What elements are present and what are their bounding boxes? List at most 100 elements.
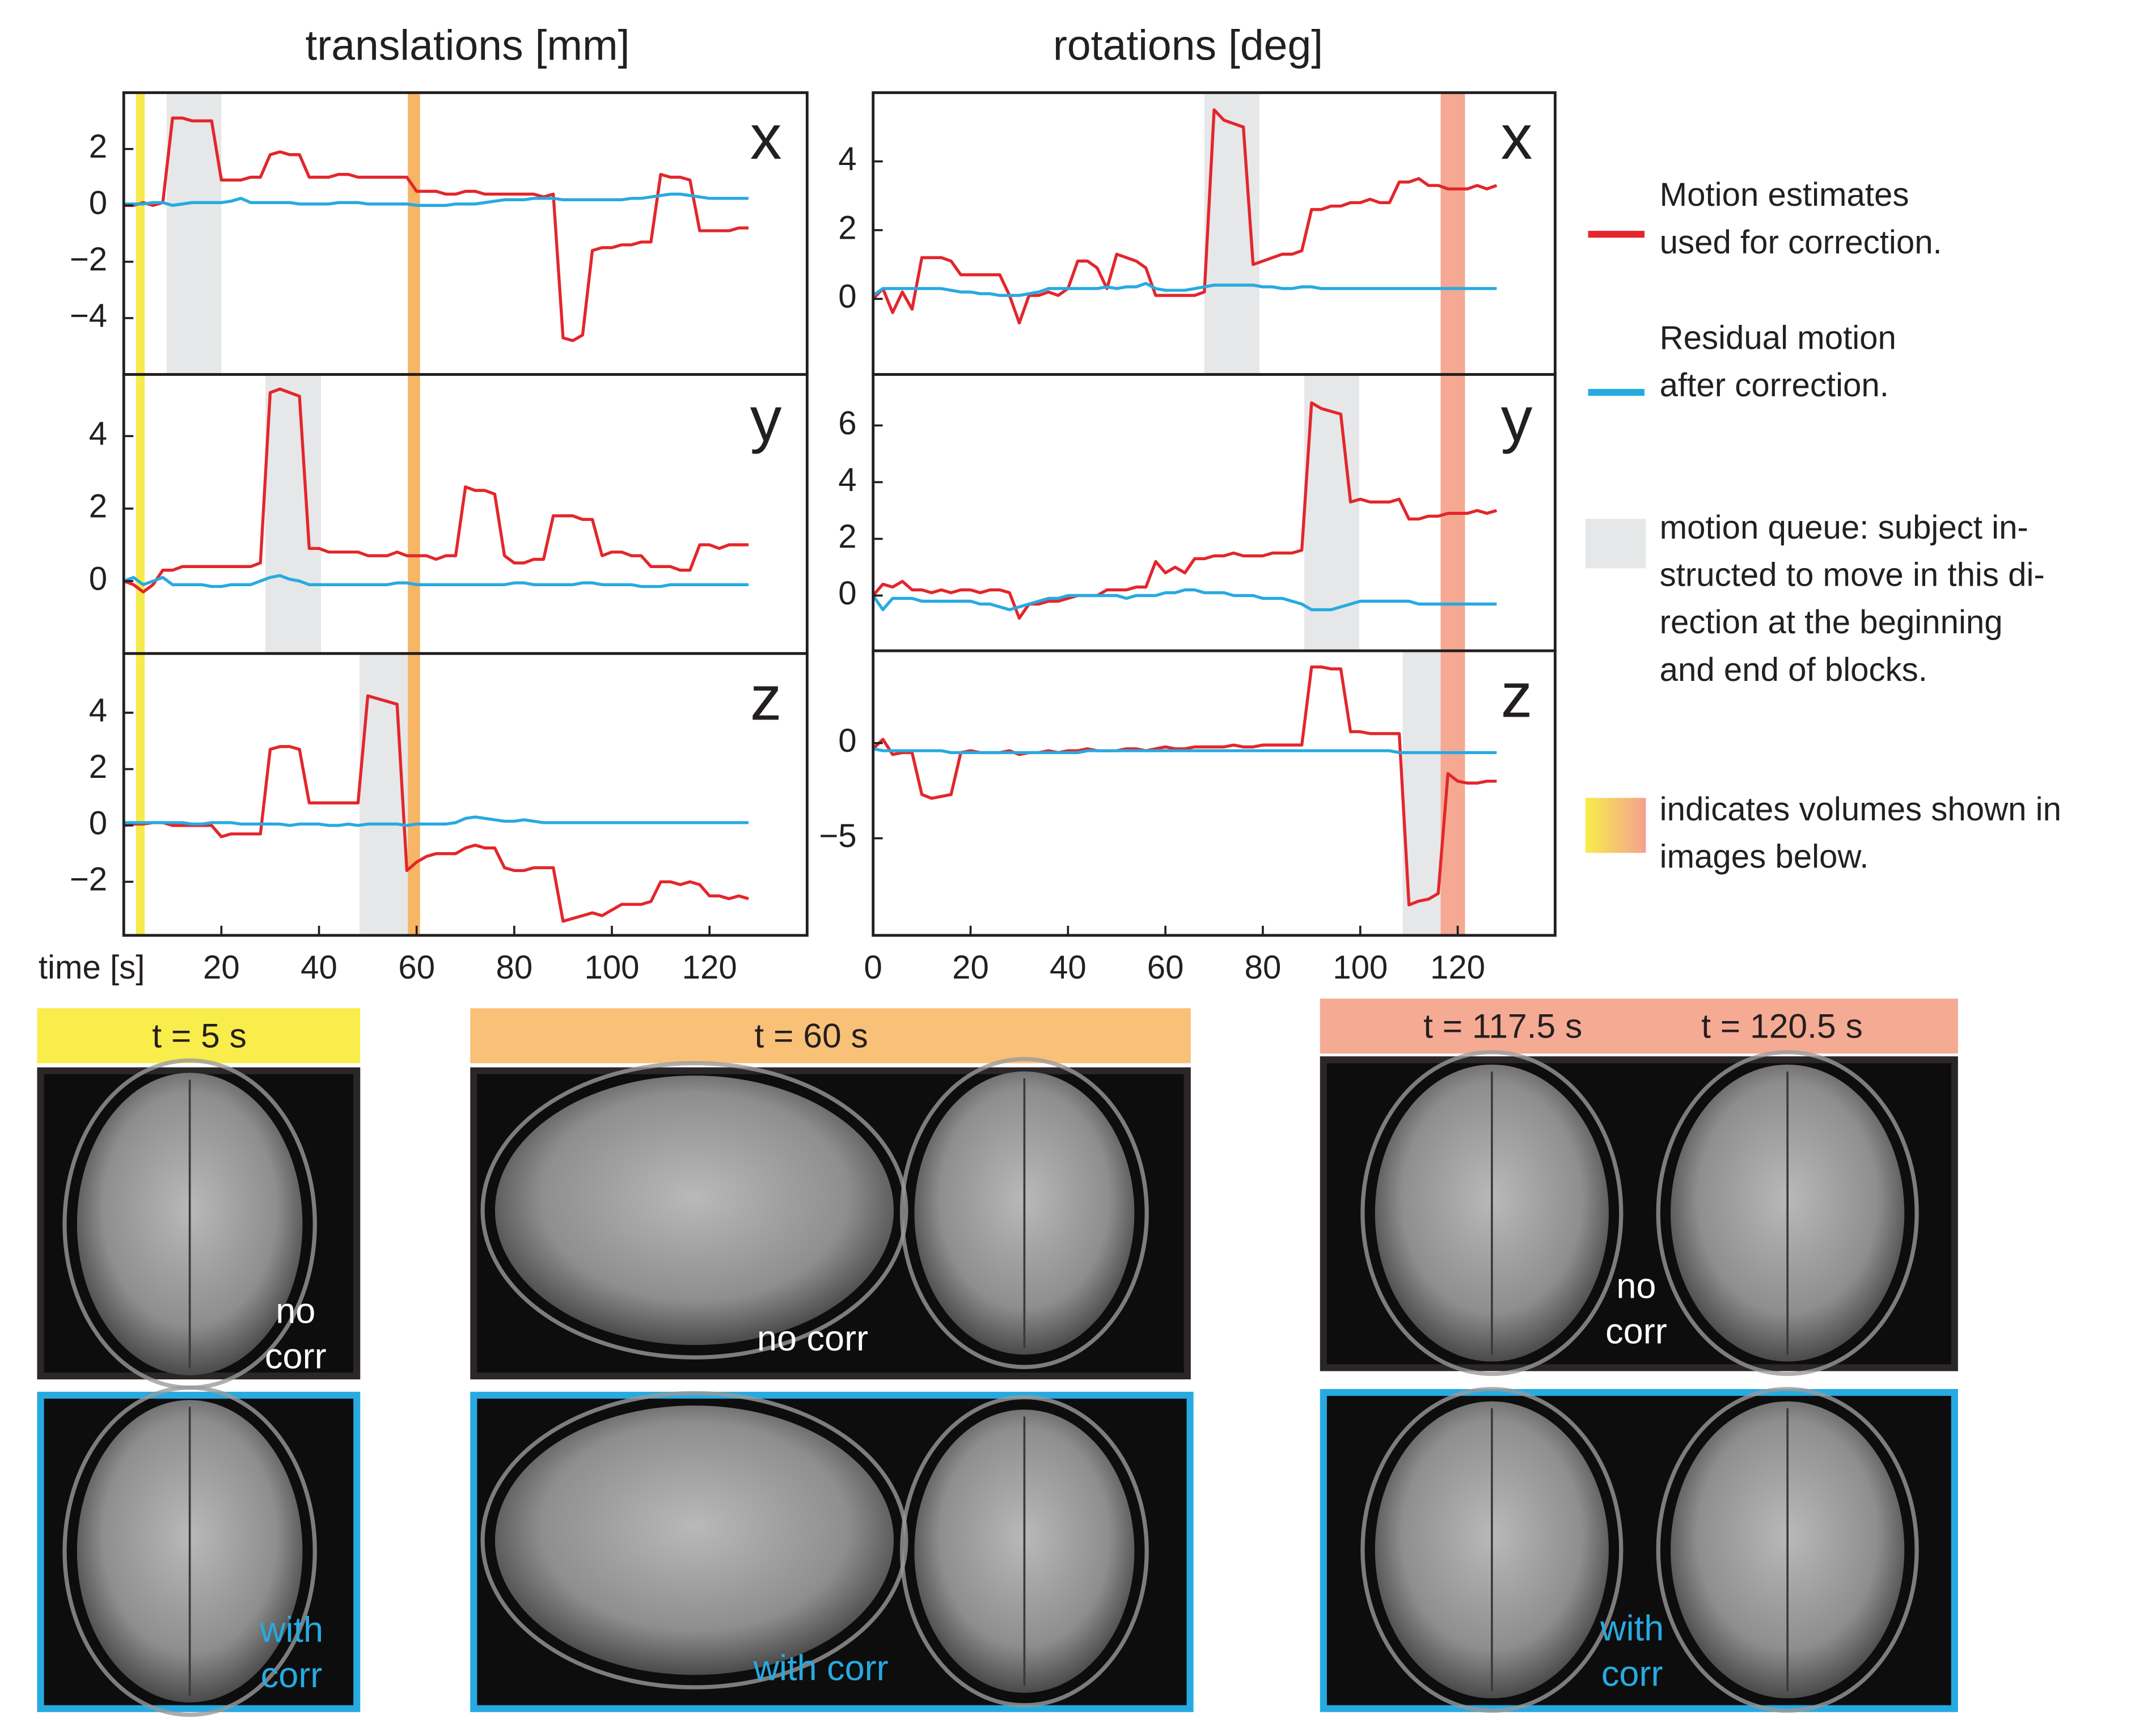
brain-tissue <box>494 1076 894 1345</box>
image-header-label: t = 117.5 s <box>1423 1007 1582 1045</box>
plot-background <box>124 92 808 375</box>
image-header-label: t = 60 s <box>754 1017 868 1055</box>
y-tick-label: 2 <box>838 518 856 555</box>
x-tick-label: 60 <box>1147 949 1184 986</box>
image-header-label: t = 5 s <box>152 1017 247 1055</box>
skull-outline <box>1656 1387 1919 1713</box>
y-tick-label: 0 <box>89 185 107 222</box>
y-tick-label: 4 <box>838 141 856 177</box>
y-tick-label: 4 <box>89 416 107 452</box>
x-tick-label: 60 <box>398 949 435 986</box>
legend-label: Residual motion <box>1660 319 1896 356</box>
plot-background <box>124 653 808 935</box>
brain-tissue <box>494 1405 894 1675</box>
highlight-band <box>265 374 321 654</box>
y-tick-label: 0 <box>89 560 107 597</box>
image-header <box>37 1008 361 1064</box>
image-label: no <box>1616 1267 1656 1306</box>
image-label: corr <box>1601 1654 1663 1693</box>
legend-label: used for correction. <box>1660 224 1942 261</box>
data-line <box>872 282 1497 297</box>
panel-letter: x <box>1501 101 1533 172</box>
data-line <box>872 588 1497 612</box>
panel-letter: z <box>1501 660 1533 731</box>
skull-outline <box>480 1391 908 1690</box>
plot-background <box>124 374 808 654</box>
skull-outline <box>899 1395 1149 1708</box>
x-tick-label: 20 <box>952 949 989 986</box>
legend-label: indicates volumes shown in <box>1660 791 2061 828</box>
panel-letter: x <box>750 101 782 172</box>
x-tick-label: 0 <box>864 949 882 986</box>
data-line <box>873 747 1497 755</box>
highlight-band <box>1440 650 1465 935</box>
data-line <box>123 694 749 923</box>
x-tick-label: 100 <box>1333 949 1388 986</box>
image-label: corr <box>265 1336 327 1376</box>
data-line <box>872 108 1498 325</box>
skull-outline <box>1656 1050 1919 1376</box>
image-label: no <box>276 1291 315 1331</box>
x-tick-label: 120 <box>1430 949 1485 986</box>
y-tick-label: 4 <box>838 461 856 498</box>
image-header <box>470 1008 1191 1064</box>
y-tick-label: −2 <box>70 241 107 278</box>
legend-label: motion queue: subject in- <box>1660 509 2028 546</box>
x-tick-label: 40 <box>301 949 337 986</box>
plot-frame <box>872 649 1557 937</box>
image-label: with <box>1600 1608 1664 1648</box>
x-tick-label: 80 <box>1245 949 1282 986</box>
highlight-band <box>408 653 420 935</box>
column-title: translations [mm] <box>305 22 629 69</box>
data-line <box>124 192 749 207</box>
y-tick-label: 6 <box>838 405 856 442</box>
image-label: no corr <box>757 1319 868 1358</box>
image-label: with corr <box>753 1649 888 1688</box>
highlight-band <box>136 653 145 935</box>
image-label: with <box>259 1610 323 1650</box>
data-line <box>124 116 749 342</box>
legend-label: structed to move in this di- <box>1660 557 2045 594</box>
x-tick-label: 100 <box>584 949 639 986</box>
column-title: rotations [deg] <box>1053 22 1323 69</box>
image-header <box>1320 998 1958 1054</box>
highlight-band <box>136 374 145 654</box>
panel-letter: y <box>1501 383 1533 454</box>
skull-outline <box>480 1061 908 1360</box>
y-tick-label: 2 <box>89 128 107 165</box>
legend-swatch <box>1585 798 1646 853</box>
data-line <box>123 387 749 594</box>
data-line <box>872 401 1498 620</box>
y-tick-label: 0 <box>89 805 107 841</box>
y-tick-label: −4 <box>70 297 107 334</box>
y-tick-label: 0 <box>838 575 856 612</box>
legend-label: images below. <box>1660 839 1869 875</box>
panel-letter: z <box>750 662 782 733</box>
highlight-band <box>166 92 222 375</box>
legend-label: Motion estimates <box>1660 176 1909 213</box>
x-tick-label: 40 <box>1050 949 1087 986</box>
highlight-band <box>136 92 145 375</box>
image-header-label: t = 120.5 s <box>1701 1007 1863 1045</box>
y-tick-label: 0 <box>838 278 856 315</box>
image-label: corr <box>1605 1312 1667 1352</box>
image-label: corr <box>261 1655 323 1695</box>
data-line <box>123 574 749 588</box>
skull-outline <box>1360 1387 1624 1713</box>
legend-label: after correction. <box>1660 367 1889 404</box>
y-tick-label: −5 <box>819 818 856 854</box>
y-tick-label: 2 <box>89 488 107 524</box>
panel-letter: y <box>750 383 782 454</box>
x-axis-label: time [s] <box>39 949 145 986</box>
y-tick-label: 2 <box>838 209 856 246</box>
x-tick-label: 80 <box>496 949 532 986</box>
skull-outline <box>899 1057 1149 1369</box>
y-tick-label: −2 <box>70 861 107 898</box>
highlight-band <box>1440 92 1465 375</box>
legend-label: and end of blocks. <box>1660 651 1927 688</box>
legend-label: rection at the beginning <box>1660 604 2003 641</box>
y-tick-label: 4 <box>89 692 107 729</box>
skull-outline <box>62 1385 317 1717</box>
